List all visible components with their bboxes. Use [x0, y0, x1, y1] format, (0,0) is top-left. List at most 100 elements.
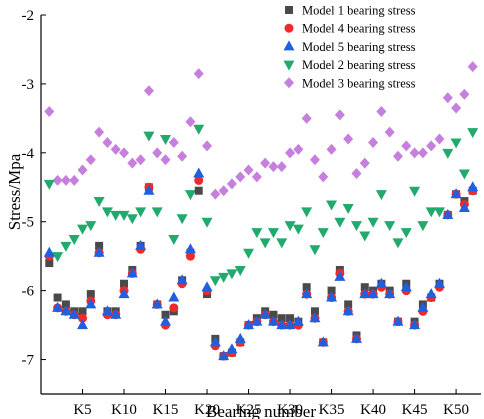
legend-label: Model 5 bearing stress	[302, 40, 416, 54]
data-point	[301, 288, 313, 299]
data-point	[401, 140, 412, 152]
x-tick-label: K25	[236, 402, 262, 418]
data-point	[301, 207, 313, 218]
data-point	[458, 201, 470, 212]
data-point	[95, 241, 104, 250]
legend-label: Model 4 bearing stress	[302, 22, 416, 36]
data-point	[235, 171, 246, 183]
data-point	[433, 207, 445, 218]
data-point	[44, 105, 55, 117]
data-point	[384, 288, 396, 299]
data-point	[276, 161, 287, 173]
data-point	[177, 150, 188, 162]
data-point	[425, 207, 437, 218]
data-point	[458, 169, 470, 180]
data-point	[151, 298, 163, 309]
data-point	[284, 221, 296, 232]
series-circle	[44, 175, 478, 361]
data-point	[126, 267, 138, 278]
data-point	[450, 188, 462, 199]
data-point	[400, 228, 412, 239]
data-point	[86, 290, 95, 299]
data-point	[292, 315, 304, 326]
data-point	[135, 154, 146, 166]
data-point	[120, 279, 129, 288]
data-point	[176, 214, 188, 225]
data-point	[43, 179, 55, 190]
y-tick-label: -7	[22, 353, 35, 369]
data-point	[77, 224, 89, 235]
data-point	[417, 301, 429, 312]
data-point	[343, 133, 354, 145]
data-point	[161, 310, 170, 319]
data-point	[135, 207, 147, 218]
data-point	[309, 312, 321, 323]
data-point	[309, 245, 321, 256]
y-tick-label: -3	[22, 77, 35, 93]
data-point	[375, 190, 387, 201]
data-point	[409, 147, 420, 159]
data-point	[93, 246, 105, 257]
data-point	[392, 315, 404, 326]
data-point	[126, 214, 138, 225]
data-point	[286, 314, 295, 323]
data-point	[78, 307, 87, 316]
data-point	[168, 291, 180, 302]
data-point	[218, 185, 229, 197]
x-tick-label: K20	[194, 402, 220, 418]
data-point	[344, 300, 353, 309]
y-tick-label: -2	[22, 8, 35, 24]
data-point	[392, 150, 403, 162]
data-point	[433, 277, 445, 288]
data-point	[68, 308, 80, 319]
data-point	[368, 136, 379, 148]
legend-label: Model 2 bearing stress	[302, 58, 416, 72]
x-tick-label: K30	[277, 402, 303, 418]
data-point	[226, 178, 237, 190]
data-point	[309, 154, 320, 166]
data-point	[45, 259, 54, 268]
data-point	[327, 286, 336, 295]
data-points	[43, 61, 479, 361]
data-point	[318, 171, 329, 183]
data-point	[68, 234, 80, 245]
data-point	[350, 221, 362, 232]
legend-label: Model 3 bearing stress	[302, 76, 416, 90]
data-point	[119, 147, 130, 159]
data-point	[143, 131, 155, 142]
data-point	[135, 239, 147, 250]
series-triangle-up	[43, 167, 479, 361]
data-point	[267, 228, 279, 239]
x-tick-label: K40	[360, 402, 386, 418]
data-point	[218, 272, 230, 283]
data-point	[384, 126, 395, 138]
y-tick-label: -6	[22, 284, 35, 300]
data-point	[243, 164, 254, 176]
data-point	[259, 308, 271, 319]
data-point	[143, 184, 155, 195]
data-point	[110, 143, 121, 155]
data-point	[160, 154, 171, 166]
data-point	[409, 319, 421, 330]
data-point	[185, 251, 195, 261]
data-point	[367, 288, 379, 299]
data-point	[234, 265, 246, 276]
data-point	[243, 319, 255, 330]
y-tick-label: -5	[22, 215, 35, 231]
data-point	[251, 315, 263, 326]
data-point	[317, 336, 329, 347]
legend-marker	[284, 23, 294, 33]
data-point	[334, 217, 346, 228]
x-axis-title: Bearing number	[206, 402, 316, 419]
data-point	[442, 92, 453, 104]
data-point	[209, 336, 221, 347]
data-point	[234, 332, 246, 343]
data-point	[434, 133, 445, 145]
data-point	[367, 217, 379, 228]
data-point	[392, 238, 404, 249]
data-point	[60, 305, 72, 316]
axes: -7 -6 -5 -4 -3 -2 K5 K10 K15 K20 K25 K30 K35 K40 K45 K5…	[22, 8, 481, 418]
data-point	[77, 319, 89, 330]
